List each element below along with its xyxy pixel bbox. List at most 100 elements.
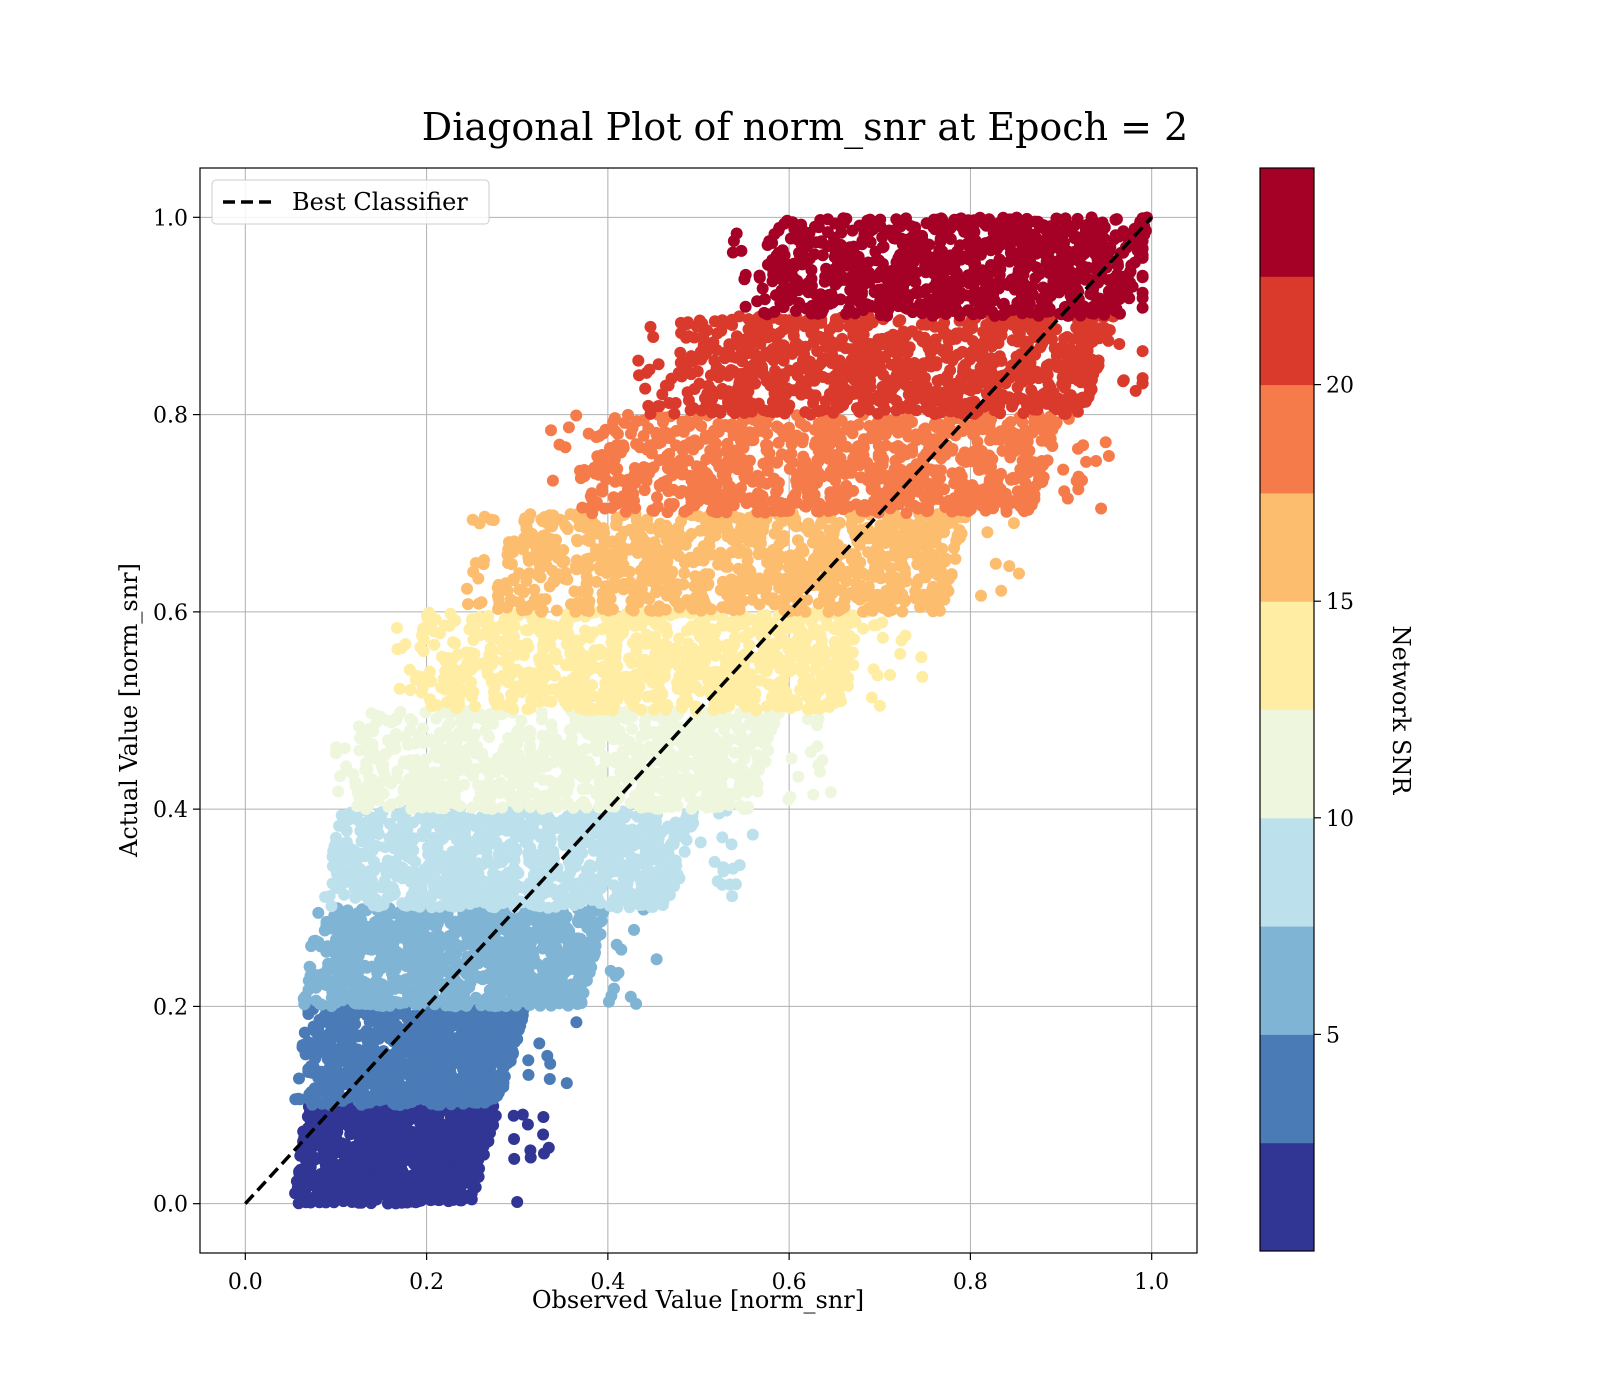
scatter-point [306,1173,319,1186]
scatter-point [522,1054,535,1067]
scatter-point [473,1086,486,1099]
scatter-point [508,934,521,947]
scatter-point [310,981,322,994]
scatter-point [685,774,698,787]
scatter-point [466,1160,479,1173]
scatter-point [295,1145,308,1158]
scatter-point [370,1117,383,1130]
scatter-point [577,796,590,809]
scatter-point [393,847,406,860]
scatter-point [460,967,473,980]
scatter-point [483,767,496,780]
scatter-point [487,947,500,960]
scatter-point [348,996,361,1009]
scatter-point [384,1163,397,1176]
scatter-point [465,1192,478,1205]
scatter-point [420,1124,433,1137]
scatter-point [642,884,655,897]
scatter-point [413,796,426,809]
scatter-point [466,878,479,891]
scatter-point [320,1162,333,1175]
scatter-point [486,1032,499,1045]
scatter-point [594,858,607,871]
scatter-point [551,781,563,794]
scatter-point [429,795,441,808]
scatter-point [628,923,640,936]
scatter-point [406,1142,419,1155]
scatter-point [301,1110,314,1123]
scatter-point [340,948,353,960]
scatter-point [355,1140,367,1153]
scatter-point [371,784,384,797]
scatter-point [435,780,448,793]
scatter-point [373,1160,385,1172]
scatter-point [584,946,597,959]
scatter-point [484,988,497,1001]
scatter-point [380,946,392,959]
scatter-point [538,1147,550,1160]
scatter-point [576,783,589,796]
scatter-point [540,881,553,894]
scatter-point [346,1023,359,1036]
scatter-point [465,1169,478,1182]
scatter-point [469,711,482,724]
scatter-point [430,921,443,934]
scatter-point [685,820,697,833]
scatter-point [382,920,395,933]
scatter-point [469,1181,482,1194]
scatter-point [566,732,578,745]
scatter-point [716,831,729,844]
scatter-point [428,638,441,651]
scatter-point [330,831,342,844]
scatter-point [600,826,613,839]
scatter-point [673,872,686,885]
scatter-point [483,999,496,1012]
scatter-point [303,1193,316,1206]
scatter-point [549,900,562,913]
scatter-point [543,1073,556,1085]
scatter-point [371,812,384,825]
scatter-point [626,823,639,836]
scatter-point [649,773,662,786]
scatter-point [557,832,570,845]
scatter-point [407,1184,420,1197]
scatter-point [472,1047,484,1060]
scatter-point [335,1167,348,1180]
scatter-point [402,942,415,955]
scatter-point [441,875,454,888]
scatter-point [791,699,804,712]
scatter-point [304,961,317,974]
scatter-point [444,760,456,773]
scatter-point [364,1096,376,1109]
scatter-point [398,996,411,1009]
scatter-point [417,736,430,749]
scatter-point [473,1077,486,1090]
scatter-point [473,1036,486,1049]
scatter-point [402,1170,415,1183]
scatter-point [624,990,637,1003]
scatter-point [477,831,490,843]
scatter-point [312,906,325,919]
scatter-point [355,932,368,945]
scatter-point [393,1135,406,1148]
scatter-point [726,766,739,779]
scatter-point [552,737,565,750]
scatter-point [438,863,451,876]
scatter-point [489,869,502,882]
scatter-point [697,754,710,767]
scatter-point [397,783,410,796]
scatter-point [511,865,523,878]
scatter-point [453,824,466,837]
scatter-point [387,968,400,981]
scatter-point [349,1083,362,1096]
scatter-point [529,787,542,800]
scatter-point [604,964,617,977]
scatter-point [366,940,379,953]
scatter-point [522,761,535,774]
scatter-point [587,730,600,743]
scatter-point [382,983,395,996]
scatter-point [370,915,383,928]
scatter-point [384,743,397,756]
scatter-point [611,836,624,849]
scatter-point [452,992,465,1005]
